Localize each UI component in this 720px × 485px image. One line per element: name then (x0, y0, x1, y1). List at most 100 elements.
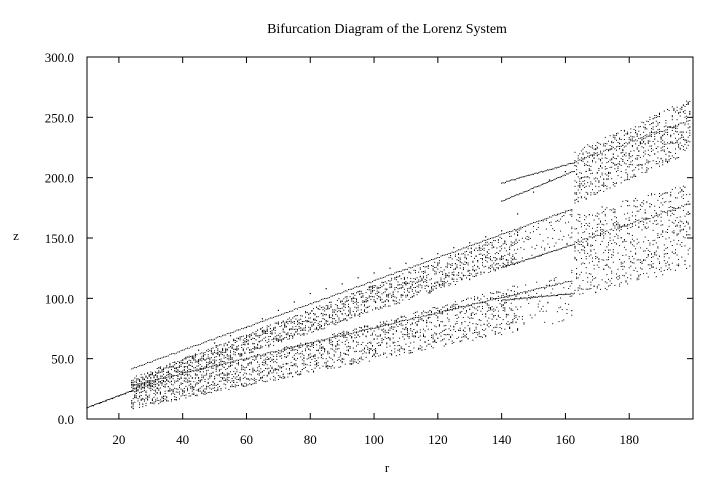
cloud-point (496, 263, 498, 265)
cloud-point (612, 134, 614, 136)
cloud-point (301, 350, 303, 352)
cloud-point (407, 319, 408, 321)
cloud-point (507, 295, 509, 297)
cloud-point (464, 275, 466, 276)
cloud-point (139, 387, 141, 389)
cloud-point (281, 339, 283, 341)
cloud-point (612, 208, 614, 210)
cloud-point (399, 287, 401, 289)
cloud-point (166, 379, 168, 381)
cloud-point (348, 354, 349, 356)
cloud-point (446, 333, 448, 335)
cloud-point (362, 329, 364, 331)
cloud-point (300, 327, 302, 329)
cloud-point (260, 334, 262, 336)
cloud-point (332, 334, 334, 336)
cloud-point (368, 341, 370, 343)
cloud-point (225, 380, 227, 382)
cloud-point (365, 300, 367, 302)
cloud-point (601, 229, 603, 230)
cloud-point (324, 307, 326, 309)
cloud-point (281, 357, 283, 359)
cloud-point (341, 362, 343, 364)
cloud-point (517, 293, 519, 295)
cloud-point (598, 223, 600, 225)
cloud-point (527, 297, 529, 299)
cloud-point (437, 320, 439, 321)
cloud-point (536, 293, 538, 294)
cloud-point (367, 342, 369, 344)
cloud-point (550, 279, 552, 281)
cloud-point (494, 260, 496, 262)
cloud-point (150, 388, 152, 390)
cloud-point (595, 152, 597, 154)
cloud-point (255, 379, 257, 381)
cloud-point (438, 283, 440, 285)
cloud-point (612, 239, 614, 241)
cloud-point (478, 249, 480, 251)
cloud-point (273, 375, 275, 377)
cloud-point (284, 322, 286, 324)
cloud-point (376, 288, 378, 290)
cloud-point (588, 255, 590, 257)
cloud-point (571, 310, 573, 312)
cloud-point (217, 387, 219, 389)
cloud-point (576, 273, 578, 274)
cloud-point (464, 257, 466, 259)
cloud-point (611, 140, 613, 142)
cloud-point (185, 397, 187, 399)
cloud-point (482, 329, 483, 331)
cloud-point (445, 273, 447, 274)
cloud-point (340, 320, 342, 322)
cloud-point (598, 258, 600, 260)
cloud-point (177, 378, 179, 380)
cloud-point (359, 285, 361, 287)
cloud-point (402, 282, 404, 284)
cloud-point (503, 299, 505, 301)
cloud-point (292, 356, 294, 358)
cloud-point (242, 339, 244, 341)
cloud-point (155, 381, 157, 383)
cloud-point (529, 258, 531, 260)
cloud-point (488, 249, 490, 251)
cloud-point (429, 321, 431, 323)
cloud-point (228, 341, 230, 343)
cloud-point (419, 318, 421, 320)
cloud-point (313, 302, 314, 304)
cloud-point (421, 346, 423, 348)
cloud-point (233, 339, 235, 341)
cloud-point (297, 330, 298, 332)
cloud-point (576, 268, 578, 269)
cloud-point (432, 307, 434, 308)
cloud-point (155, 391, 157, 393)
cloud-point (116, 395, 118, 397)
cloud-point (609, 172, 611, 174)
cloud-point (611, 272, 613, 274)
cloud-point (182, 389, 184, 391)
cloud-point (448, 263, 450, 265)
cloud-point (325, 305, 327, 307)
data-point (405, 262, 407, 264)
cloud-point (616, 217, 617, 219)
cloud-point (488, 266, 490, 268)
cloud-point (218, 370, 220, 372)
cloud-point (298, 322, 300, 323)
cloud-point (284, 312, 286, 314)
cloud-point (292, 376, 294, 378)
cloud-point (174, 382, 176, 384)
cloud-point (470, 314, 472, 316)
cloud-point (126, 391, 128, 393)
cloud-point (596, 212, 598, 214)
cloud-point (153, 359, 155, 361)
cloud-point (593, 264, 595, 266)
cloud-point (612, 261, 614, 263)
cloud-point (269, 378, 271, 380)
cloud-point (253, 338, 255, 339)
cloud-point (177, 366, 179, 368)
cloud-point (298, 327, 300, 329)
cloud-point (344, 363, 346, 365)
cloud-point (282, 329, 284, 331)
cloud-point (381, 298, 383, 300)
cloud-point (384, 281, 386, 283)
cloud-point (512, 245, 514, 246)
